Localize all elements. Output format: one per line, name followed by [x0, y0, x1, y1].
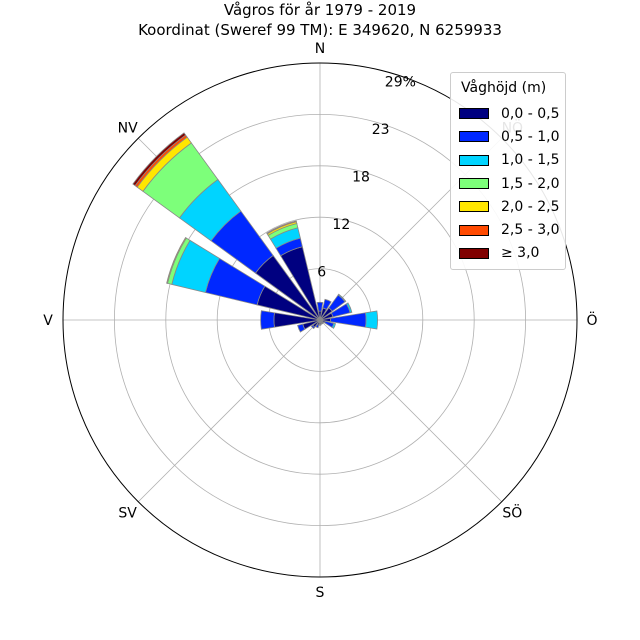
radial-tick-label: 18 [352, 170, 370, 186]
legend-item-1: 0,0 - 0,5 [459, 102, 565, 125]
legend-label: 1,5 - 2,0 [501, 175, 560, 192]
wedges [132, 132, 379, 333]
radial-tick-label: 6 [317, 265, 326, 281]
legend-label: 1,0 - 1,5 [501, 152, 560, 169]
chart-title-block: Vågros för år 1979 - 2019 Koordinat (Swe… [0, 0, 640, 40]
legend-label: 0,5 - 1,0 [501, 128, 560, 145]
legend-swatch [459, 247, 489, 259]
legend-item-4: 1,5 - 2,0 [459, 172, 565, 195]
direction-label-: Ö [586, 311, 597, 329]
grid-spoke [319, 319, 503, 503]
legend-label: 2,5 - 3,0 [501, 222, 560, 239]
wedge-202.5-0-5-1-0 [315, 323, 320, 329]
legend-label: ≥ 3,0 [501, 245, 540, 262]
wedge-225-0-5-1-0 [310, 324, 316, 330]
legend-item-5: 2,0 - 2,5 [459, 195, 565, 218]
legend-swatch [459, 178, 489, 190]
wedge-292.5-2-0-2-5 [166, 237, 187, 284]
wedge-315-3-0 [132, 132, 187, 187]
legend-label: 0,0 - 0,5 [501, 105, 560, 122]
legend-swatch [459, 224, 489, 236]
legend-title: Våghöjd (m) [461, 80, 547, 96]
radial-tick-label: 23 [372, 122, 390, 138]
legend-swatch [459, 201, 489, 213]
wedge-112.5-1-0-1-5 [331, 322, 336, 329]
wedge-270-0-5-1-0 [260, 310, 275, 330]
wedge-22.5-0-5-1-0 [322, 298, 332, 310]
wedge-0-0-5-1-0 [316, 301, 324, 312]
direction-label-s: SÖ [502, 503, 522, 521]
direction-label-v: V [43, 313, 53, 329]
wedge-247.5-0-5-1-0 [297, 323, 306, 333]
direction-label-s: S [316, 585, 325, 601]
direction-label-sv: SV [118, 505, 137, 521]
chart-title: Vågros för år 1979 - 2019 [223, 1, 417, 19]
grid-spoke [137, 319, 321, 503]
legend-swatch [459, 154, 489, 166]
legend-item-6: 2,5 - 3,0 [459, 218, 565, 241]
legend-label: 2,0 - 2,5 [501, 198, 560, 215]
legend: Våghöjd (m) 0,0 - 0,5 0,5 - 1,0 1,0 - 1,5 1… [450, 72, 566, 270]
legend-item-2: 0,5 - 1,0 [459, 125, 565, 148]
outer-circle [62, 62, 578, 578]
wedge-90-1-0-1-5 [365, 310, 379, 330]
wedge-337.5-2-5-3-0 [266, 220, 297, 235]
wedge-45-1-0-1-5 [337, 293, 347, 303]
legend-item-7: ≥ 3,0 [459, 242, 565, 265]
legend-swatch [459, 131, 489, 143]
legend-item-3: 1,0 - 1,5 [459, 149, 565, 172]
direction-label-nv: NV [118, 121, 138, 137]
legend-swatch [459, 108, 489, 120]
chart-subtitle: Koordinat (Sweref 99 TM): E 349620, N 62… [138, 21, 502, 39]
wedge-180-0-5-1-0 [318, 323, 322, 326]
radial-tick-label: 29% [385, 75, 416, 91]
direction-label-n: N [315, 41, 325, 57]
radial-tick-label: 12 [332, 217, 350, 233]
wedge-67.5-1-0-1-5 [345, 302, 353, 314]
